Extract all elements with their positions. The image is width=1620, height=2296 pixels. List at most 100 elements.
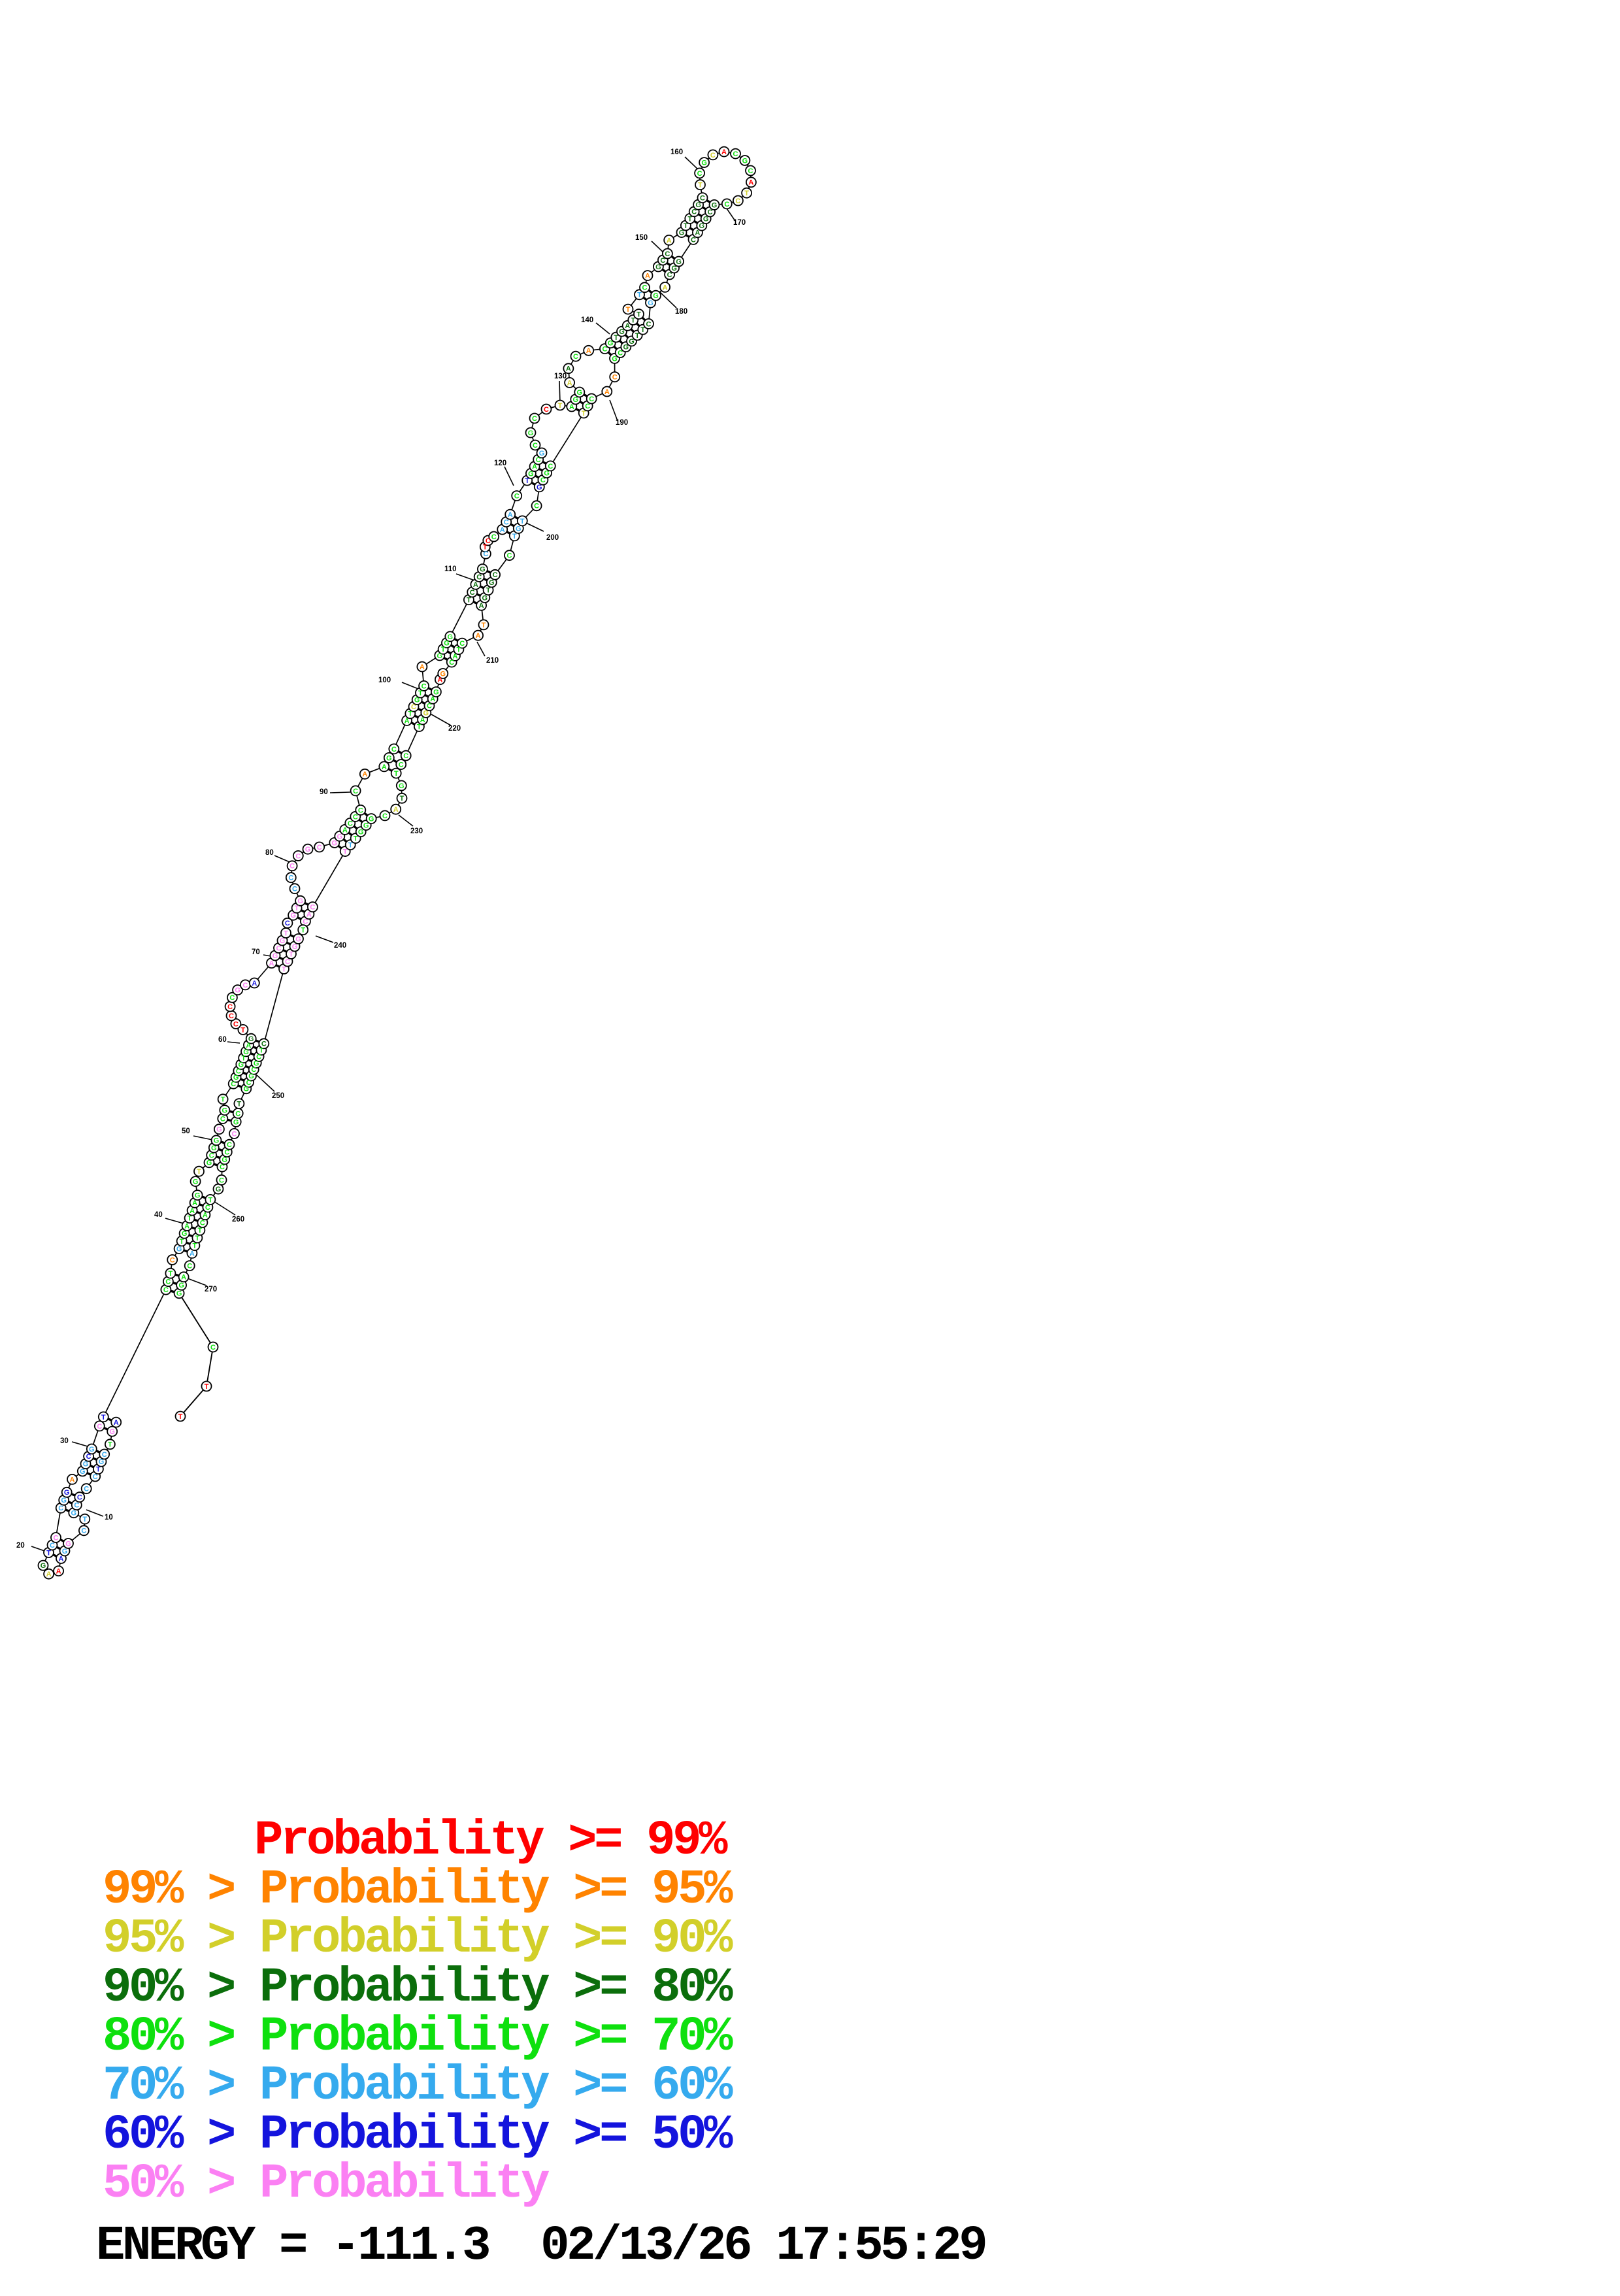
svg-text:C: C — [310, 904, 315, 912]
svg-text:C: C — [710, 152, 716, 159]
svg-text:A: A — [604, 388, 610, 396]
svg-text:50: 50 — [182, 1127, 190, 1135]
svg-text:190: 190 — [616, 419, 628, 427]
svg-text:G: G — [528, 470, 534, 478]
svg-text:C: C — [353, 788, 358, 795]
svg-text:T: T — [195, 1235, 200, 1242]
svg-text:T: T — [417, 724, 422, 731]
svg-text:T: T — [408, 710, 412, 718]
svg-text:T: T — [582, 410, 586, 418]
svg-text:20: 20 — [16, 1542, 25, 1550]
svg-text:C: C — [220, 1116, 225, 1123]
svg-text:G: G — [61, 1497, 67, 1505]
svg-text:T: T — [467, 597, 471, 605]
svg-text:A: A — [269, 959, 274, 967]
svg-text:G: G — [337, 833, 343, 840]
svg-text:G: G — [273, 952, 278, 960]
svg-text:G: G — [280, 937, 286, 945]
svg-text:T: T — [744, 190, 749, 197]
svg-text:G: G — [573, 396, 579, 404]
svg-text:C: C — [504, 519, 509, 527]
svg-text:A: A — [625, 322, 630, 330]
svg-text:C: C — [219, 1176, 224, 1184]
svg-text:C: C — [514, 493, 520, 501]
svg-text:C: C — [285, 958, 290, 966]
svg-text:T: T — [525, 477, 529, 485]
svg-text:T: T — [301, 927, 305, 935]
svg-text:120: 120 — [494, 459, 506, 467]
svg-text:T: T — [687, 215, 692, 223]
svg-text:250: 250 — [272, 1092, 284, 1100]
svg-text:60: 60 — [218, 1036, 227, 1044]
svg-text:170: 170 — [733, 219, 746, 227]
svg-text:C: C — [200, 1219, 205, 1227]
svg-text:C: C — [403, 752, 408, 760]
svg-text:C: C — [399, 761, 404, 769]
svg-text:C: C — [210, 1344, 216, 1352]
svg-text:A: A — [532, 463, 537, 471]
svg-text:C: C — [229, 1012, 234, 1020]
svg-text:T: T — [178, 1413, 183, 1421]
svg-text:C: C — [748, 167, 753, 175]
svg-text:G: G — [608, 340, 614, 348]
svg-text:G: G — [537, 484, 542, 491]
svg-text:Probability >= 99%: Probability >= 99% — [254, 1814, 728, 1869]
svg-text:200: 200 — [546, 534, 559, 542]
svg-text:C: C — [697, 170, 703, 178]
svg-text:T: T — [284, 929, 288, 937]
svg-text:T: T — [221, 1096, 225, 1104]
svg-text:C: C — [165, 1278, 171, 1286]
svg-text:C: C — [288, 874, 293, 882]
svg-text:C: C — [170, 1256, 175, 1264]
svg-text:G: G — [216, 1186, 222, 1193]
svg-text:A: A — [203, 1212, 208, 1220]
svg-text:C: C — [391, 746, 397, 754]
svg-text:C: C — [358, 807, 363, 814]
svg-text:A: A — [46, 1571, 52, 1578]
svg-text:A: A — [420, 716, 425, 724]
svg-text:T: T — [512, 533, 517, 541]
svg-text:G: G — [195, 1192, 201, 1200]
svg-text:G: G — [612, 355, 618, 363]
svg-text:C: C — [74, 1502, 79, 1510]
svg-text:G: G — [182, 1230, 188, 1238]
svg-text:180: 180 — [675, 308, 687, 316]
svg-text:T: T — [96, 1466, 101, 1474]
svg-text:G: G — [653, 292, 659, 300]
svg-text:G: G — [516, 525, 521, 533]
svg-text:G: G — [211, 1144, 217, 1152]
svg-text:G: G — [216, 1126, 222, 1134]
svg-text:C: C — [227, 1003, 233, 1011]
svg-text:A: A — [342, 826, 348, 834]
svg-text:G: G — [71, 1510, 77, 1518]
svg-text:A: A — [500, 526, 505, 534]
svg-text:C: C — [411, 703, 416, 711]
svg-text:G: G — [712, 201, 718, 209]
svg-text:T: T — [205, 1383, 209, 1391]
svg-text:C: C — [229, 994, 235, 1002]
svg-text:C: C — [54, 1534, 59, 1542]
svg-text:C: C — [493, 571, 498, 579]
svg-text:C: C — [733, 150, 738, 158]
svg-text:A: A — [667, 237, 672, 244]
svg-text:C: C — [459, 640, 465, 648]
svg-text:G: G — [480, 566, 486, 574]
svg-text:G: G — [528, 429, 534, 437]
svg-text:G: G — [369, 816, 374, 824]
svg-text:T: T — [295, 905, 299, 912]
svg-text:G: G — [648, 299, 653, 307]
svg-text:C: C — [735, 197, 740, 205]
svg-text:A: A — [114, 1419, 119, 1427]
svg-text:A: A — [586, 347, 591, 355]
svg-text:A: A — [663, 284, 668, 291]
svg-text:C: C — [317, 844, 322, 852]
svg-text:T: T — [108, 1441, 112, 1449]
svg-text:C: C — [486, 537, 491, 545]
svg-text:G: G — [64, 1489, 70, 1497]
svg-text:G: G — [703, 216, 709, 224]
svg-text:260: 260 — [232, 1216, 244, 1223]
svg-text:T: T — [614, 334, 618, 342]
svg-text:C: C — [84, 1486, 89, 1493]
svg-text:G: G — [83, 1461, 89, 1469]
svg-text:10: 10 — [105, 1514, 113, 1522]
